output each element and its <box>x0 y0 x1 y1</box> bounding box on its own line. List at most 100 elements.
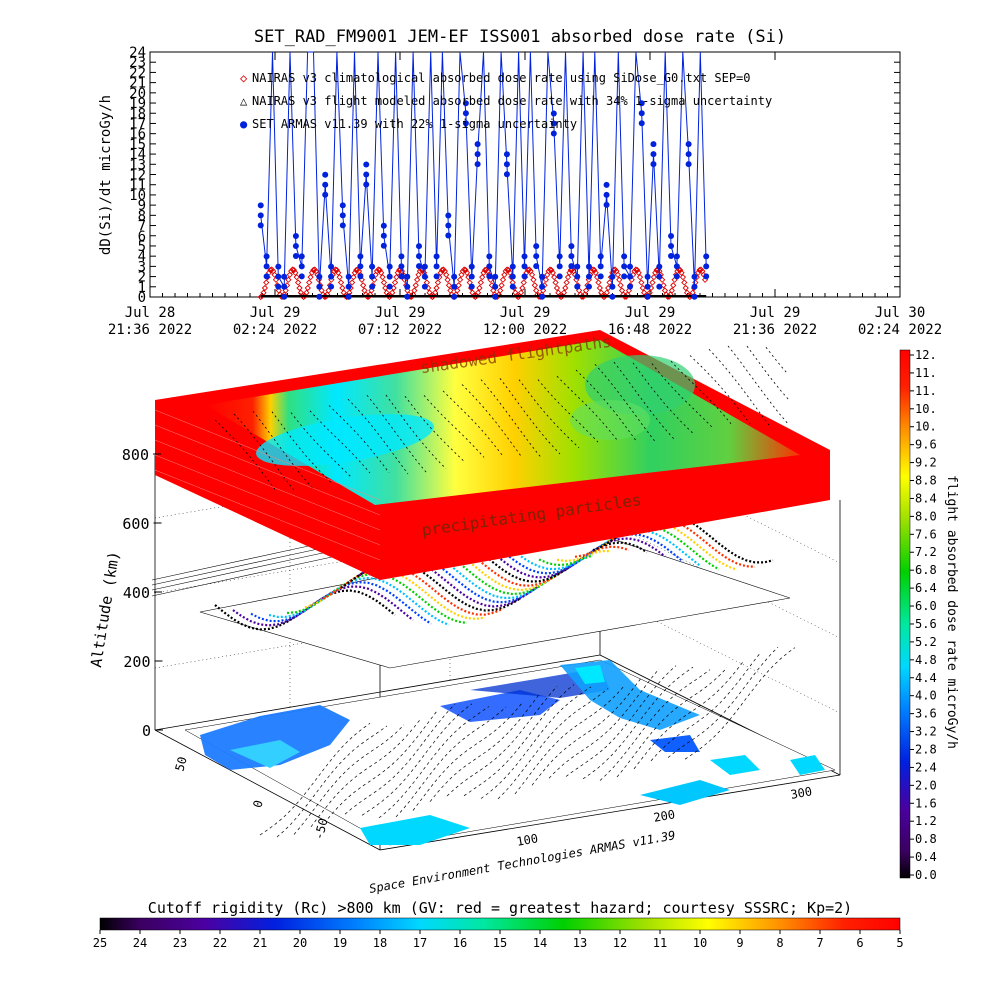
armas-point <box>298 273 305 280</box>
colorbar-tick-label: 9.6 <box>915 438 937 452</box>
altitude-axis-label: Altitude (km) <box>87 550 123 669</box>
armas-point <box>263 263 270 270</box>
climatological-point <box>677 266 684 274</box>
latitude-tick-label: -50 <box>312 817 331 842</box>
climatological-point <box>546 266 554 273</box>
chart-title: SET_RAD_FM9001 JEM-EF ISS001 absorbed do… <box>254 27 786 47</box>
armas-point <box>585 273 592 280</box>
x-tick-label-day: Jul 30 <box>875 305 926 321</box>
y-tick-label: 20 <box>129 86 146 102</box>
armas-point <box>433 253 440 260</box>
armas-point <box>357 253 364 260</box>
climatological-point <box>505 266 512 274</box>
armas-point <box>574 283 581 290</box>
y-tick-label: 2 <box>138 270 146 286</box>
armas-point <box>468 263 475 270</box>
climatological-point <box>531 282 538 289</box>
armas-point <box>415 243 422 250</box>
colorbar-label: flight absorbed dose rate microGy/h <box>944 475 959 749</box>
armas-point <box>556 273 563 280</box>
slab-track <box>765 347 788 374</box>
armas-point <box>685 161 692 168</box>
x-tick-label-time: 02:24 2022 <box>233 322 317 338</box>
ground-track <box>361 703 473 816</box>
colorbar-tick-label: 8.8 <box>915 474 937 488</box>
climatological-point <box>592 269 599 276</box>
armas-point <box>568 253 575 260</box>
x-tick-label-time: 07:12 2022 <box>358 322 442 338</box>
climatological-point <box>649 279 656 286</box>
ground-track <box>514 684 626 795</box>
slab-track <box>613 361 675 440</box>
climatological-point <box>350 274 357 281</box>
armas-point <box>509 273 516 280</box>
armas-point <box>357 263 364 270</box>
armas-point <box>644 283 651 290</box>
climatological-point <box>681 279 688 286</box>
climatological-point <box>393 274 400 281</box>
climatological-point <box>332 266 339 273</box>
slab-track <box>290 412 352 478</box>
armas-point <box>539 293 546 300</box>
climatological-point <box>639 284 646 292</box>
colorbar-tick-label: 3.6 <box>915 707 937 721</box>
climatological-point <box>495 291 502 298</box>
x-tick-label-time: 12:00 2022 <box>483 322 567 338</box>
armas-point <box>257 222 264 229</box>
armas-point <box>451 273 458 280</box>
climatological-point <box>378 269 385 276</box>
armas-point <box>691 293 698 300</box>
bottom-colorbar-tick-label: 23 <box>173 936 187 950</box>
flight-track <box>214 589 396 631</box>
climatological-point <box>563 279 570 286</box>
ground-track <box>344 703 456 815</box>
y-axis-label: dD(Si)/dt microGy/h <box>98 95 114 255</box>
climatological-point <box>339 284 346 292</box>
bottom-colorbar-tick-label: 18 <box>373 936 387 950</box>
armas-point <box>556 253 563 260</box>
climatological-point <box>330 268 338 275</box>
flight-track <box>502 533 684 575</box>
climatological-point <box>285 276 292 283</box>
climatological-point <box>551 274 558 281</box>
climatological-point <box>498 282 505 289</box>
colorbar-tick-label: 11. <box>915 384 937 398</box>
armas-point <box>621 263 628 270</box>
slab-track-dashes <box>214 345 791 491</box>
slab-track <box>651 363 713 428</box>
bottom-colorbar-tick-label: 9 <box>736 936 743 950</box>
y-tick-label: 19 <box>129 96 146 112</box>
y-tick-label: 4 <box>138 249 146 265</box>
armas-point <box>568 263 575 270</box>
armas-point <box>357 273 364 280</box>
climatological-point <box>542 276 550 283</box>
armas-point <box>609 283 616 290</box>
armas-point <box>445 212 452 219</box>
colorbar-tick-label: 2.0 <box>915 778 937 792</box>
latitude-ticks: 50 0 -50 <box>173 755 331 841</box>
armas-point <box>369 273 376 280</box>
armas-point <box>597 253 604 260</box>
colorbar-tick-label: 7.6 <box>915 527 937 541</box>
armas-point <box>433 263 440 270</box>
x-tick-label-time: 02:24 2022 <box>858 322 942 338</box>
bottom-colorbar-tick-label: 12 <box>613 936 627 950</box>
slab-track <box>252 410 314 489</box>
climatological-point <box>519 284 526 292</box>
armas-point <box>509 283 516 290</box>
armas-point <box>462 100 469 107</box>
armas-point <box>486 273 493 280</box>
climatological-point <box>307 274 314 281</box>
climatological-point <box>368 287 375 294</box>
y-tick-label: 22 <box>129 65 146 81</box>
armas-point <box>292 242 299 249</box>
armas-point <box>363 181 370 188</box>
climatological-point <box>497 287 504 294</box>
armas-point <box>380 242 387 249</box>
x-tick-label-time: 21:36 2022 <box>108 322 192 338</box>
armas-point <box>292 252 299 259</box>
climatological-point <box>595 279 602 286</box>
armas-point <box>263 253 270 260</box>
climatological-point <box>459 268 466 275</box>
